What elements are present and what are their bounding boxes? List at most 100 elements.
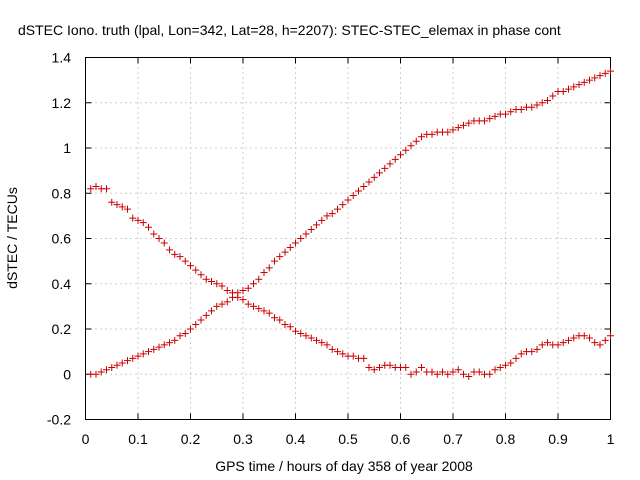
data-point <box>328 345 336 353</box>
data-point <box>580 78 588 86</box>
grid <box>85 57 611 420</box>
data-point <box>439 368 446 376</box>
data-point <box>92 182 100 190</box>
data-point <box>444 128 452 136</box>
data-point <box>250 280 257 288</box>
data-point <box>586 334 593 342</box>
data-point <box>570 334 578 342</box>
axis-ticks <box>85 57 611 420</box>
data-point <box>276 253 284 261</box>
data-point <box>349 192 357 200</box>
data-point <box>244 284 252 292</box>
x-tick-label: 0.2 <box>181 431 201 447</box>
x-tick-label: 0.9 <box>548 431 568 447</box>
x-tick-label: 0.7 <box>443 431 463 447</box>
data-point <box>559 339 567 347</box>
data-point <box>260 307 268 315</box>
data-point <box>596 341 604 349</box>
data-point <box>454 366 462 374</box>
data-point <box>554 341 562 349</box>
data-point <box>496 363 504 371</box>
data-point <box>223 298 231 306</box>
data-point <box>491 112 499 120</box>
data-point <box>213 302 221 310</box>
data-point <box>108 363 116 371</box>
data-point <box>544 339 551 347</box>
data-point <box>155 235 163 242</box>
data-point <box>87 185 95 193</box>
data-point <box>517 350 525 358</box>
data-point <box>118 203 126 211</box>
data-point <box>218 300 226 308</box>
x-tick-label: 0.3 <box>233 431 253 447</box>
data-point <box>286 323 294 331</box>
data-point <box>92 370 100 378</box>
data-points <box>87 67 614 381</box>
data-point <box>118 359 126 367</box>
data-point <box>192 266 200 274</box>
data-point <box>197 271 205 279</box>
data-point <box>313 221 320 229</box>
data-point <box>129 214 137 222</box>
data-point <box>218 282 226 290</box>
data-point <box>376 363 383 371</box>
data-point <box>139 350 147 358</box>
data-point <box>412 137 420 145</box>
data-point <box>239 287 247 295</box>
data-point <box>360 354 368 362</box>
data-point <box>596 72 604 80</box>
y-tick-labels: -0.2 0 0.2 0.4 0.6 0.8 1 1.2 1.4 <box>47 50 71 428</box>
data-point <box>124 205 131 213</box>
data-point <box>533 101 541 109</box>
data-point <box>465 373 473 381</box>
x-tick-label: 0 <box>82 431 90 447</box>
data-point <box>449 368 457 376</box>
data-point <box>559 87 567 95</box>
data-point <box>160 239 168 247</box>
data-point <box>265 309 273 317</box>
data-point <box>292 327 299 335</box>
data-point <box>255 305 263 313</box>
data-point <box>586 76 593 84</box>
data-point <box>502 361 509 369</box>
data-point <box>412 368 420 376</box>
data-point <box>160 341 168 349</box>
data-point <box>328 210 336 218</box>
data-point <box>181 330 189 338</box>
data-point <box>570 83 578 91</box>
data-point <box>292 239 299 247</box>
x-tick-label: 0.1 <box>128 431 148 447</box>
x-tick-label: 0.8 <box>496 431 516 447</box>
data-point <box>302 230 310 238</box>
x-axis-title: GPS time / hours of day 358 of year 2008 <box>215 458 473 474</box>
data-point <box>407 370 415 378</box>
data-point <box>339 350 347 358</box>
data-point <box>507 359 515 367</box>
data-point <box>145 223 152 231</box>
data-point <box>428 130 436 138</box>
data-point <box>386 361 394 369</box>
data-point <box>418 133 425 141</box>
data-point <box>607 332 614 340</box>
data-point <box>575 81 583 89</box>
data-point <box>507 108 515 116</box>
data-point <box>449 126 457 134</box>
y-tick-label: 0.6 <box>52 231 72 247</box>
x-tick-label: 0.6 <box>391 431 411 447</box>
data-point <box>454 124 462 132</box>
y-tick-label: 1.4 <box>52 50 72 66</box>
data-point <box>192 320 200 328</box>
y-tick-label: 0 <box>63 366 71 382</box>
data-point <box>533 345 541 353</box>
data-point <box>297 235 305 242</box>
data-point <box>323 212 331 220</box>
data-point <box>313 336 320 344</box>
data-point <box>129 354 137 362</box>
data-point <box>281 320 289 328</box>
data-point <box>265 264 273 272</box>
data-point <box>307 225 315 233</box>
data-point <box>486 370 494 378</box>
data-point <box>407 142 415 150</box>
data-point <box>113 201 121 209</box>
